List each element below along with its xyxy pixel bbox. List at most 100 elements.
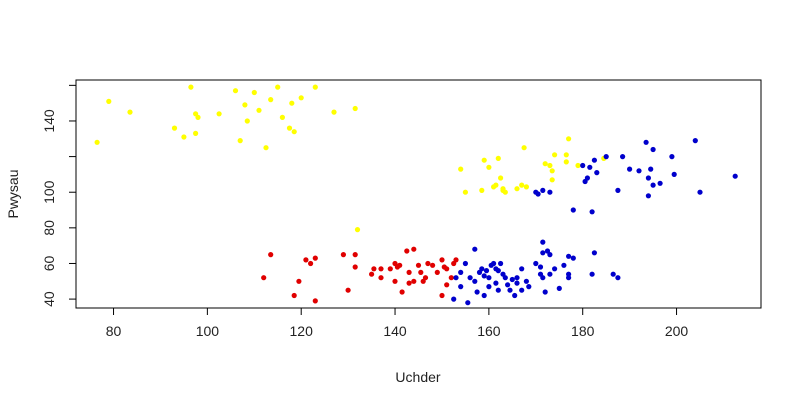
data-point: [547, 271, 553, 277]
data-point: [502, 189, 508, 195]
x-tick-label: 180: [571, 323, 595, 339]
data-point: [195, 114, 201, 120]
data-point: [591, 250, 598, 256]
data-point: [514, 280, 520, 286]
data-point: [392, 278, 398, 284]
data-point: [275, 84, 281, 90]
x-tick-label: 200: [665, 323, 689, 339]
data-point: [312, 255, 318, 261]
data-point: [340, 252, 346, 258]
data-point: [193, 130, 199, 136]
plot-frame: [75, 79, 762, 309]
y-tick-label: 60: [41, 255, 57, 271]
data-point: [552, 152, 558, 158]
data-point: [636, 168, 642, 174]
data-point: [556, 285, 562, 291]
data-point: [439, 292, 445, 299]
data-point: [188, 84, 194, 90]
data-point: [549, 177, 555, 183]
data-point: [256, 107, 262, 113]
data-point: [481, 292, 487, 299]
x-tick-label: 120: [290, 323, 314, 339]
data-point: [399, 289, 405, 295]
data-point: [561, 262, 567, 268]
data-point: [451, 296, 457, 302]
data-point: [352, 264, 358, 270]
y-axis: 40 60 80 100 140: [41, 84, 76, 307]
data-point: [540, 275, 546, 281]
data-point: [589, 209, 595, 215]
data-point: [507, 287, 513, 293]
data-point: [371, 266, 377, 272]
data-point: [483, 268, 490, 274]
y-axis-label: Pwysau: [5, 169, 21, 218]
data-point: [692, 138, 698, 144]
data-point: [481, 157, 487, 163]
data-point: [296, 278, 302, 284]
data-point: [434, 269, 440, 275]
x-tick-label: 100: [196, 323, 220, 339]
data-point: [298, 95, 304, 101]
data-point: [584, 175, 591, 181]
y-tick-label: 100: [41, 180, 57, 204]
data-point: [552, 266, 558, 272]
data-point: [94, 139, 100, 145]
data-point: [566, 253, 572, 259]
data-point: [430, 262, 436, 268]
data-point: [422, 275, 429, 281]
y-tick-label: 80: [41, 220, 57, 236]
data-point: [514, 186, 520, 192]
data-point: [519, 182, 525, 188]
data-point: [645, 175, 652, 181]
data-point: [378, 275, 384, 281]
data-point: [542, 161, 548, 167]
data-point: [495, 287, 501, 293]
data-point: [303, 257, 309, 263]
data-point: [669, 154, 675, 160]
data-point: [411, 278, 417, 284]
data-point: [570, 207, 576, 213]
data-point: [519, 287, 525, 293]
data-point: [697, 189, 703, 195]
data-point: [472, 246, 478, 252]
data-point: [627, 166, 633, 172]
data-point: [643, 139, 649, 145]
y-tick-label: 140: [41, 109, 57, 133]
data-point: [286, 125, 293, 131]
data-point: [453, 257, 459, 263]
data-point: [493, 182, 499, 188]
data-point: [535, 191, 541, 197]
data-point: [378, 266, 384, 272]
data-point: [458, 166, 464, 172]
data-point: [462, 189, 468, 195]
data-point: [650, 146, 656, 153]
data-point: [345, 287, 351, 293]
data-point: [369, 271, 375, 277]
data-point: [181, 134, 187, 140]
data-point: [291, 129, 297, 135]
data-point: [352, 105, 358, 112]
data-point: [387, 266, 393, 272]
data-point: [106, 98, 112, 104]
data-point: [448, 275, 454, 281]
data-point: [474, 289, 480, 295]
data-point: [547, 162, 553, 169]
data-point: [648, 166, 654, 172]
data-point: [415, 262, 422, 268]
data-point: [547, 252, 553, 258]
data-points: [94, 84, 738, 306]
data-point: [610, 271, 616, 277]
data-point: [291, 292, 297, 299]
data-point: [216, 111, 222, 117]
data-point: [563, 159, 569, 165]
data-point: [242, 102, 248, 108]
data-point: [171, 125, 178, 131]
data-point: [127, 109, 133, 115]
data-point: [493, 280, 499, 286]
data-point: [481, 273, 487, 279]
data-point: [502, 275, 508, 281]
data-point: [594, 170, 600, 176]
data-point: [472, 278, 478, 284]
data-point: [268, 252, 274, 258]
